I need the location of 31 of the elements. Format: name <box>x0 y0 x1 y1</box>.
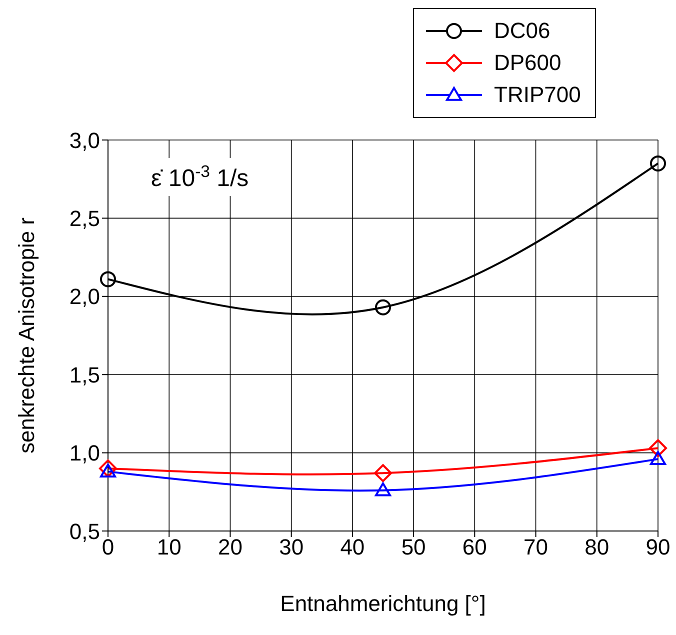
legend-label: DC06 <box>494 18 550 44</box>
x-tick-label: 60 <box>462 534 487 560</box>
y-tick-label: 2,0 <box>69 284 100 310</box>
annotation: ε̇ 10$^{-3}$ 1/s <box>151 162 249 192</box>
point <box>100 271 116 288</box>
x-tick-label: 50 <box>401 534 426 560</box>
x-tick-label: 10 <box>156 534 182 560</box>
x-tick-label: 0 <box>102 534 114 560</box>
point <box>375 299 391 316</box>
y-tick-label: 3,0 <box>69 128 100 153</box>
point <box>649 439 667 458</box>
y-tick-label: 2,5 <box>69 206 100 232</box>
x-tick-label: 80 <box>584 534 610 560</box>
x-axis-title: Entnahmerichtung [°] <box>280 591 486 616</box>
y-tick-label: 1,5 <box>69 362 100 388</box>
x-tick-label: 30 <box>279 534 304 560</box>
y-tick-label: 1,0 <box>69 440 100 466</box>
y-axis-title: senkrechte Anisotropie r <box>14 217 39 454</box>
point <box>100 464 116 478</box>
y-tick-label: 0,5 <box>69 518 100 544</box>
legend-label: TRIP700 <box>494 82 581 108</box>
x-tick-label: 20 <box>218 534 242 560</box>
x-tick-label: 90 <box>646 534 670 560</box>
point <box>375 482 391 496</box>
point <box>650 451 666 465</box>
legend-label: DP600 <box>494 50 562 76</box>
point <box>650 155 666 172</box>
x-tick-label: 40 <box>340 534 365 560</box>
point <box>99 459 117 478</box>
x-tick-label: 70 <box>524 534 548 560</box>
point <box>374 464 392 482</box>
